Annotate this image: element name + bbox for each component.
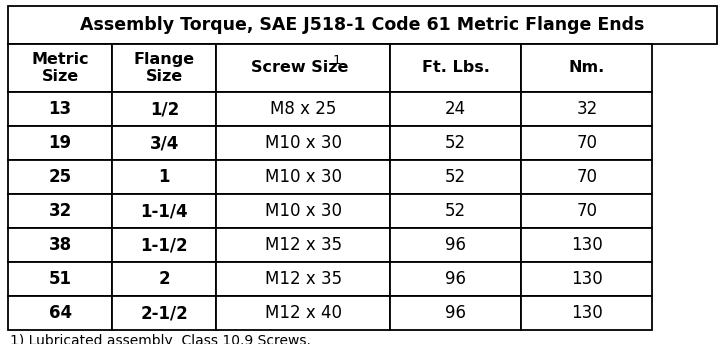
Text: 52: 52 — [445, 168, 466, 186]
Text: M8 x 25: M8 x 25 — [270, 100, 336, 118]
Bar — [217, 228, 390, 262]
Text: 2: 2 — [159, 270, 170, 288]
Text: 52: 52 — [445, 134, 466, 152]
Text: 64: 64 — [49, 304, 72, 322]
Bar — [521, 194, 652, 228]
Bar — [8, 194, 112, 228]
Text: 1/2: 1/2 — [149, 100, 179, 118]
Bar — [8, 228, 112, 262]
Text: 1) Lubricated assembly, Class 10.9 Screws.: 1) Lubricated assembly, Class 10.9 Screw… — [10, 334, 311, 344]
Bar — [217, 44, 390, 92]
Bar — [521, 228, 652, 262]
Bar — [390, 228, 521, 262]
Bar — [8, 296, 112, 330]
Text: Ft. Lbs.: Ft. Lbs. — [422, 61, 489, 75]
Bar — [8, 6, 717, 44]
Text: M10 x 30: M10 x 30 — [265, 134, 341, 152]
Bar — [217, 194, 390, 228]
Bar — [521, 44, 652, 92]
Text: 13: 13 — [49, 100, 72, 118]
Bar — [112, 194, 217, 228]
Text: Assembly Torque, SAE J518-1 Code 61 Metric Flange Ends: Assembly Torque, SAE J518-1 Code 61 Metr… — [80, 16, 645, 34]
Bar — [8, 92, 112, 126]
Text: 1: 1 — [159, 168, 170, 186]
Text: 130: 130 — [571, 236, 602, 254]
Text: 24: 24 — [445, 100, 466, 118]
Text: 96: 96 — [445, 236, 466, 254]
Text: 38: 38 — [49, 236, 72, 254]
Bar — [390, 262, 521, 296]
Text: M10 x 30: M10 x 30 — [265, 168, 341, 186]
Text: 70: 70 — [576, 168, 597, 186]
Bar — [112, 160, 217, 194]
Text: 2-1/2: 2-1/2 — [141, 304, 188, 322]
Text: M12 x 35: M12 x 35 — [265, 236, 342, 254]
Bar — [390, 296, 521, 330]
Text: 70: 70 — [576, 202, 597, 220]
Bar — [521, 262, 652, 296]
Text: 130: 130 — [571, 304, 602, 322]
Text: M12 x 35: M12 x 35 — [265, 270, 342, 288]
Bar — [217, 160, 390, 194]
Bar — [112, 92, 217, 126]
Text: Flange
Size: Flange Size — [134, 52, 195, 84]
Bar — [521, 92, 652, 126]
Bar — [8, 262, 112, 296]
Bar — [112, 296, 217, 330]
Text: Screw Size: Screw Size — [251, 61, 348, 75]
Bar — [521, 160, 652, 194]
Text: Nm.: Nm. — [569, 61, 605, 75]
Bar — [390, 92, 521, 126]
Text: 32: 32 — [576, 100, 597, 118]
Text: 32: 32 — [49, 202, 72, 220]
Text: 96: 96 — [445, 270, 466, 288]
Bar — [217, 296, 390, 330]
Bar — [217, 262, 390, 296]
Text: 1-1/2: 1-1/2 — [141, 236, 188, 254]
Bar — [390, 126, 521, 160]
Text: 19: 19 — [49, 134, 72, 152]
Bar — [112, 262, 217, 296]
Bar — [112, 126, 217, 160]
Text: 1-1/4: 1-1/4 — [141, 202, 188, 220]
Bar — [112, 228, 217, 262]
Text: Metric
Size: Metric Size — [31, 52, 89, 84]
Text: 25: 25 — [49, 168, 72, 186]
Bar — [8, 126, 112, 160]
Bar — [112, 44, 217, 92]
Bar — [521, 126, 652, 160]
Bar — [8, 160, 112, 194]
Bar — [390, 160, 521, 194]
Text: 130: 130 — [571, 270, 602, 288]
Bar — [217, 126, 390, 160]
Text: 3/4: 3/4 — [149, 134, 179, 152]
Bar — [390, 44, 521, 92]
Text: 70: 70 — [576, 134, 597, 152]
Text: M10 x 30: M10 x 30 — [265, 202, 341, 220]
Bar — [521, 296, 652, 330]
Bar — [390, 194, 521, 228]
Bar — [8, 44, 112, 92]
Text: 51: 51 — [49, 270, 72, 288]
Text: M12 x 40: M12 x 40 — [265, 304, 341, 322]
Text: 96: 96 — [445, 304, 466, 322]
Bar — [217, 92, 390, 126]
Text: 1: 1 — [333, 54, 341, 67]
Text: 52: 52 — [445, 202, 466, 220]
